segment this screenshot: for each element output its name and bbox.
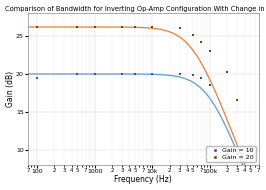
Point: [150, 72, 154, 75]
Point: [150, 25, 154, 28]
Point: [225, 70, 230, 73]
Point: [178, 72, 182, 75]
Point: [178, 27, 182, 30]
Point: [120, 72, 124, 75]
Point: [35, 76, 39, 79]
Point: [190, 33, 195, 36]
Point: [120, 25, 124, 28]
Point: [35, 25, 39, 28]
Y-axis label: Gain (dB): Gain (dB): [6, 71, 15, 107]
Point: [93, 25, 97, 28]
Point: [235, 99, 240, 102]
Point: [248, 148, 252, 151]
Point: [133, 25, 137, 28]
Point: [93, 72, 97, 75]
Point: [75, 25, 79, 28]
Point: [133, 72, 137, 75]
Point: [190, 74, 195, 77]
Point: [199, 41, 203, 44]
X-axis label: Frequency (Hz): Frequency (Hz): [114, 175, 172, 184]
Title: Comparison of Bandwidth for Inverting Op-Amp Configuration With Change in Gain: Comparison of Bandwidth for Inverting Op…: [5, 6, 266, 12]
Point: [208, 84, 212, 87]
Point: [199, 76, 203, 79]
Point: [75, 72, 79, 75]
Point: [208, 50, 212, 53]
Point: [225, 152, 230, 155]
Legend: Gain = 10, Gain = 20: Gain = 10, Gain = 20: [206, 146, 256, 162]
